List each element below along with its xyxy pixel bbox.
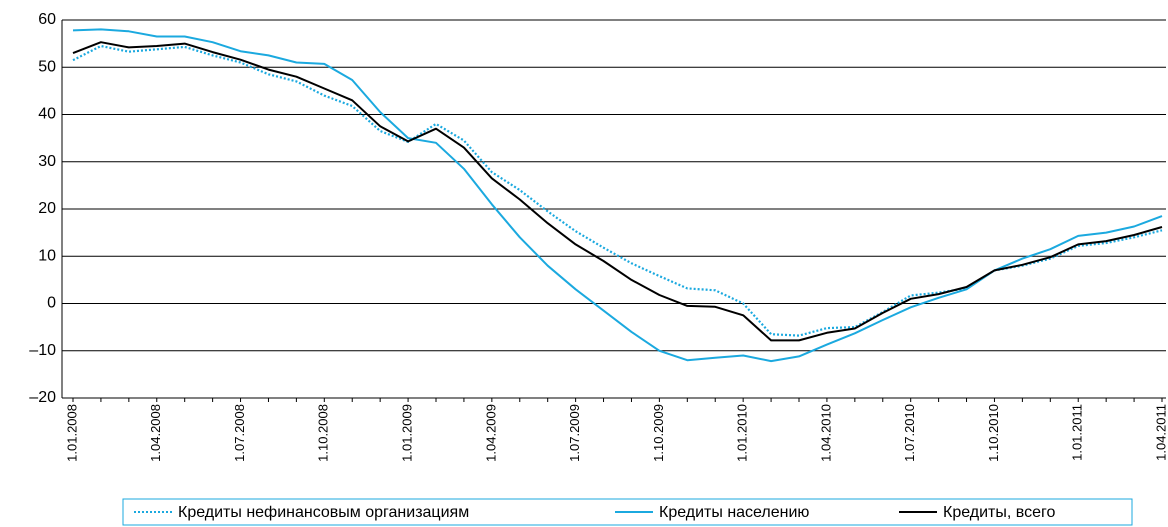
x-tick-label: 1.10.2008 bbox=[316, 404, 331, 462]
legend-label: Кредиты нефинансовым организациям bbox=[178, 504, 469, 521]
x-tick-label: 1.04.2009 bbox=[483, 404, 498, 462]
x-tick-label: 1.10.2010 bbox=[986, 404, 1001, 462]
x-tick-label: 1.04.2011 bbox=[1153, 404, 1168, 461]
legend-label: Кредиты населению bbox=[659, 504, 809, 521]
x-tick-label: 1.07.2009 bbox=[567, 404, 582, 462]
y-tick-label: 50 bbox=[38, 58, 56, 75]
series-line bbox=[72, 44, 1163, 337]
y-tick-label: 10 bbox=[38, 247, 56, 264]
series-line bbox=[72, 28, 1163, 363]
x-tick-label: 1.07.2010 bbox=[902, 404, 917, 462]
x-tick-label: 1.10.2009 bbox=[651, 404, 666, 462]
y-tick-label: –20 bbox=[29, 389, 56, 406]
y-tick-label: 30 bbox=[38, 153, 56, 170]
legend-label: Кредиты, всего bbox=[943, 504, 1055, 521]
x-tick-label: 1.04.2008 bbox=[148, 404, 163, 462]
series-line bbox=[72, 41, 1163, 342]
y-tick-label: 40 bbox=[38, 106, 56, 123]
y-tick-label: 60 bbox=[38, 11, 56, 28]
y-tick-label: –10 bbox=[29, 342, 56, 359]
x-tick-label: 1.04.2010 bbox=[818, 404, 833, 462]
x-tick-label: 1.01.2009 bbox=[400, 404, 415, 462]
x-tick-label: 1.01.2011 bbox=[1070, 404, 1085, 461]
x-tick-label: 1.01.2008 bbox=[64, 404, 79, 462]
x-tick-label: 1.07.2008 bbox=[232, 404, 247, 462]
x-tick-label: 1.01.2010 bbox=[735, 404, 750, 462]
y-tick-label: 0 bbox=[47, 295, 56, 312]
y-tick-label: 20 bbox=[38, 200, 56, 217]
legend: Кредиты нефинансовым организациям Кредиты… bbox=[122, 498, 1133, 526]
